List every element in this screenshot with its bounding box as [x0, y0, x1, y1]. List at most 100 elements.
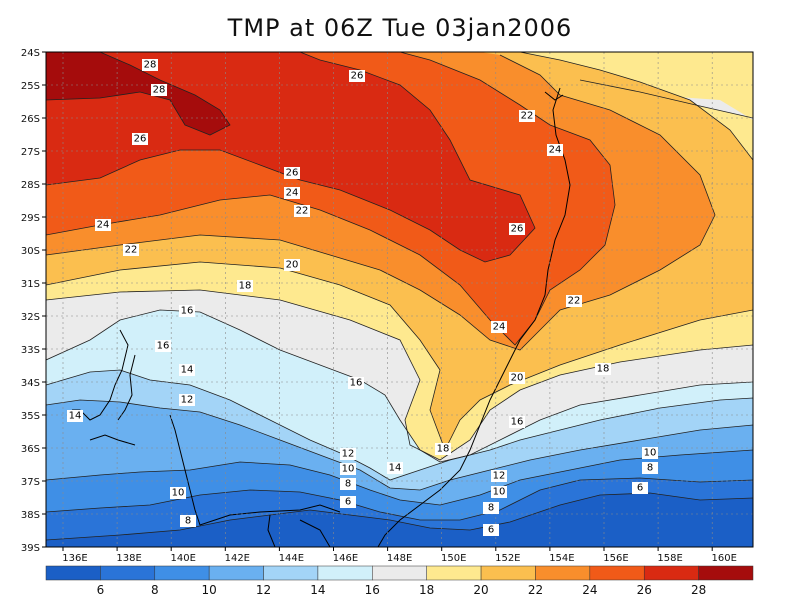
lon-label: 154E	[549, 553, 574, 564]
svg-text:28: 28	[153, 85, 166, 96]
svg-text:18: 18	[239, 281, 252, 292]
colorbar-swatch	[317, 565, 373, 581]
contour-label: 14	[179, 364, 195, 376]
lon-label: 146E	[333, 553, 358, 564]
lat-label: 39S	[21, 543, 40, 554]
svg-text:20: 20	[286, 260, 299, 271]
contour-label: 22	[519, 110, 535, 122]
svg-text:28: 28	[144, 60, 157, 71]
svg-text:26: 26	[351, 71, 364, 82]
contour-label: 16	[155, 340, 171, 352]
svg-text:14: 14	[69, 411, 82, 422]
band-26-28	[46, 52, 535, 262]
contour-label: 14	[67, 410, 83, 422]
svg-text:22: 22	[125, 245, 138, 256]
svg-text:10: 10	[644, 448, 657, 459]
colorbar-label: 22	[528, 583, 543, 597]
svg-text:8: 8	[345, 479, 351, 490]
contour-label: 6	[340, 496, 356, 508]
svg-text:8: 8	[647, 463, 653, 474]
lat-label: 36S	[21, 444, 40, 455]
lat-label: 29S	[21, 213, 40, 224]
colorbar-swatch	[372, 565, 427, 581]
colorbar-label: 6	[97, 583, 105, 597]
lat-label: 24S	[21, 48, 40, 59]
svg-text:26: 26	[511, 224, 524, 235]
lon-label: 138E	[116, 553, 141, 564]
contour-label: 28	[142, 59, 158, 71]
svg-text:24: 24	[493, 322, 506, 333]
contour-label: 12	[491, 470, 507, 482]
svg-text:16: 16	[511, 417, 524, 428]
contour-label: 20	[509, 372, 525, 384]
contour-label: 10	[170, 487, 186, 499]
contour-label: 10	[340, 463, 356, 475]
lat-label: 25S	[21, 81, 40, 92]
svg-text:12: 12	[181, 395, 194, 406]
colorbar-label: 14	[310, 583, 325, 597]
svg-text:20: 20	[511, 373, 524, 384]
lon-label: 160E	[711, 553, 736, 564]
contour-label: 22	[123, 244, 139, 256]
colorbar-label: 12	[256, 583, 271, 597]
colorbar-label: 26	[637, 583, 652, 597]
map-frame	[45, 51, 754, 548]
contour-labels: 28 28 26 26 22 24 26 24 22 24 26 22 20 18 16 22 24 18 16 14…	[67, 59, 658, 536]
colorbar-swatch	[643, 565, 699, 581]
lat-label: 26S	[21, 114, 40, 125]
svg-text:22: 22	[568, 296, 581, 307]
svg-text:16: 16	[350, 378, 363, 389]
contour-label: 26	[509, 223, 525, 235]
svg-text:18: 18	[437, 444, 450, 455]
contour-label: 14	[387, 462, 403, 474]
colorbar-label: 20	[473, 583, 488, 597]
svg-text:6: 6	[637, 483, 643, 494]
contour-label: 16	[509, 416, 525, 428]
svg-text:16: 16	[157, 341, 170, 352]
contour-label: 16	[179, 305, 195, 317]
axis-ticks: 24S 25S 26S 27S 28S 29S 30S 31S 32S 33S 34S 35S 36S 3…	[21, 48, 737, 564]
contour-label: 12	[179, 394, 195, 406]
lon-label: 144E	[279, 553, 304, 564]
lat-label: 37S	[21, 477, 40, 488]
lat-label: 31S	[21, 279, 40, 290]
contour-label: 28	[151, 84, 167, 96]
lon-label: 136E	[62, 553, 87, 564]
colorbar-label: 28	[691, 583, 706, 597]
svg-text:14: 14	[389, 463, 402, 474]
svg-text:18: 18	[597, 364, 610, 375]
contour-label: 6	[483, 524, 499, 536]
lat-label: 38S	[21, 510, 40, 521]
colorbar-label: 16	[365, 583, 380, 597]
contour-label: 24	[547, 144, 563, 156]
svg-text:24: 24	[97, 220, 110, 231]
lat-label: 27S	[21, 147, 40, 158]
contour-label: 22	[294, 205, 310, 217]
svg-text:24: 24	[286, 188, 299, 199]
contour-label: 18	[237, 280, 253, 292]
colorbar-swatch	[589, 565, 645, 581]
contour-label: 16	[348, 377, 364, 389]
colorbar-label: 8	[151, 583, 159, 597]
lon-label: 148E	[387, 553, 412, 564]
svg-text:10: 10	[172, 488, 185, 499]
svg-text:16: 16	[181, 306, 194, 317]
colorbar-swatch	[154, 565, 210, 581]
svg-text:24: 24	[549, 145, 562, 156]
svg-text:8: 8	[185, 516, 191, 527]
contour-label: 8	[340, 478, 356, 490]
svg-text:12: 12	[342, 449, 355, 460]
svg-text:22: 22	[296, 206, 309, 217]
colorbar-swatch	[208, 565, 264, 581]
contour-label: 24	[491, 321, 507, 333]
lat-label: 34S	[21, 378, 40, 389]
lat-label: 35S	[21, 411, 40, 422]
contour-label: 8	[642, 462, 658, 474]
lat-label: 33S	[21, 345, 40, 356]
map-title: TMP at 06Z Tue 03jan2006	[227, 14, 573, 42]
colorbar-swatch	[45, 565, 101, 581]
contour-label: 12	[340, 448, 356, 460]
svg-text:26: 26	[286, 168, 299, 179]
colorbar-label: 10	[202, 583, 217, 597]
contour-label: 18	[435, 443, 451, 455]
